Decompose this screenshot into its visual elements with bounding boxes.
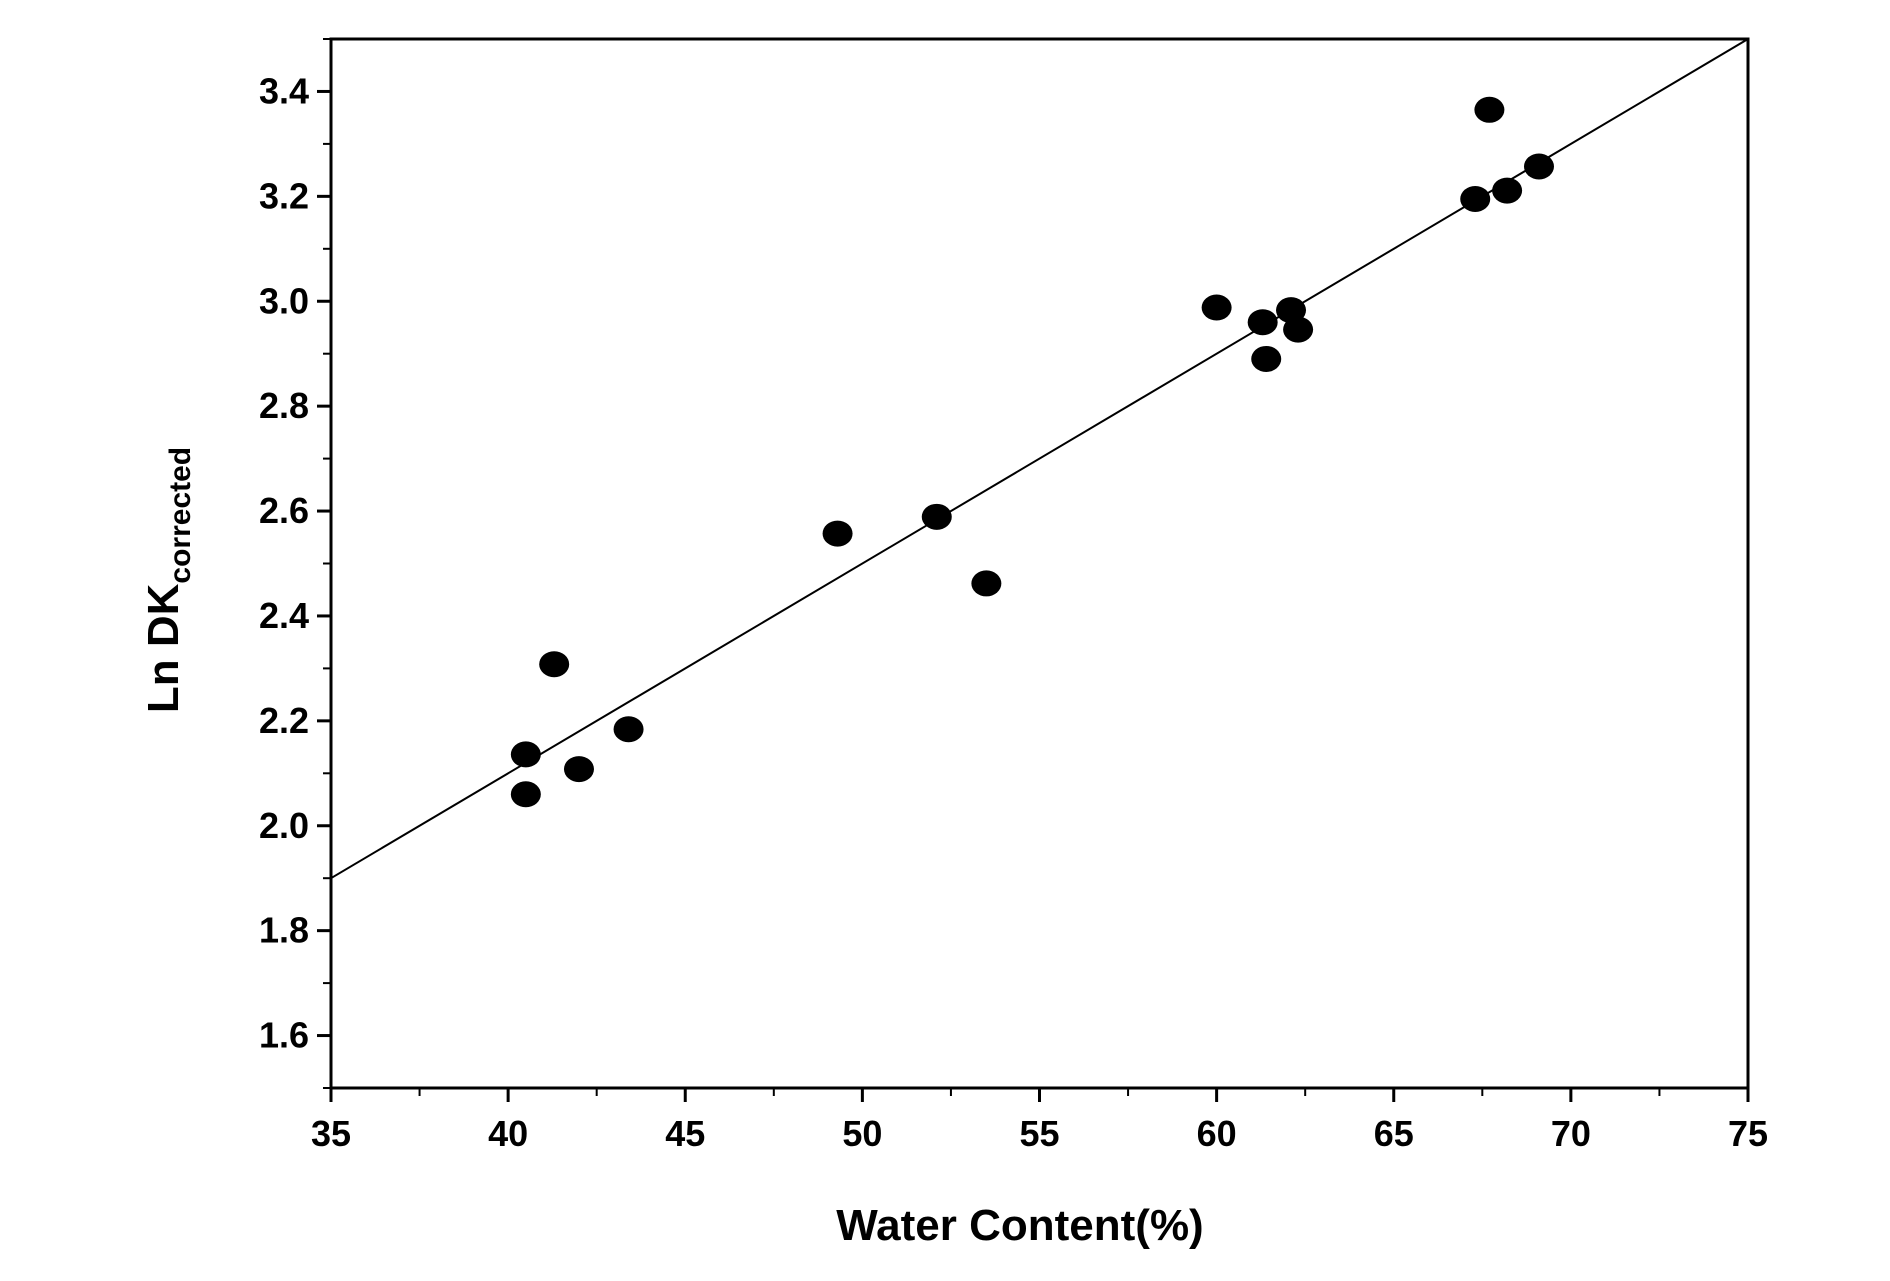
x-tick-label: 55 — [1019, 1113, 1059, 1154]
data-point — [613, 716, 644, 743]
data-point — [510, 741, 541, 768]
data-points — [510, 96, 1554, 808]
x-axis-label: Water Content(%) — [836, 1201, 1203, 1250]
data-point — [822, 520, 853, 547]
data-point — [1523, 153, 1554, 180]
y-tick-label: 3.0 — [259, 280, 309, 321]
data-point — [921, 503, 952, 530]
y-tick-label: 2.0 — [259, 805, 309, 846]
x-tick-label: 35 — [311, 1113, 351, 1154]
y-tick-label: 1.6 — [259, 1015, 309, 1056]
x-tick-label: 75 — [1728, 1113, 1768, 1154]
data-point — [563, 756, 594, 783]
data-point — [1474, 96, 1505, 123]
y-tick-label: 2.6 — [259, 490, 309, 531]
y-axis-label-subscript: corrected — [164, 447, 197, 584]
y-axis-label: Ln DKcorrected — [139, 447, 197, 713]
x-tick-label: 60 — [1197, 1113, 1237, 1154]
data-point — [1492, 177, 1523, 204]
y-tick-label: 1.8 — [259, 910, 309, 951]
axis-ticks: 35 40 45 50 55 60 65 70 75 1.6 1.8 2.0 2.2 2.4 2.6 2.8 3… — [259, 38, 1768, 1154]
data-point — [971, 570, 1002, 597]
data-point — [1460, 185, 1491, 212]
x-tick-label: 45 — [665, 1113, 705, 1154]
data-point — [510, 781, 541, 808]
data-point — [1251, 345, 1282, 372]
x-tick-label: 70 — [1551, 1113, 1591, 1154]
x-tick-label: 65 — [1374, 1113, 1414, 1154]
y-tick-label: 2.8 — [259, 385, 309, 426]
y-tick-label: 3.4 — [259, 70, 309, 111]
y-tick-label: 3.2 — [259, 175, 309, 216]
x-tick-label: 40 — [488, 1113, 528, 1154]
x-tick-label: 50 — [842, 1113, 882, 1154]
data-point — [1247, 309, 1278, 336]
data-point — [1201, 294, 1232, 321]
data-point — [539, 651, 570, 678]
data-point — [1283, 316, 1314, 343]
y-tick-label: 2.2 — [259, 700, 309, 741]
y-axis-label-main: Ln DK — [139, 583, 188, 713]
plot-frame — [329, 37, 1750, 1090]
y-tick-label: 2.4 — [259, 595, 309, 636]
